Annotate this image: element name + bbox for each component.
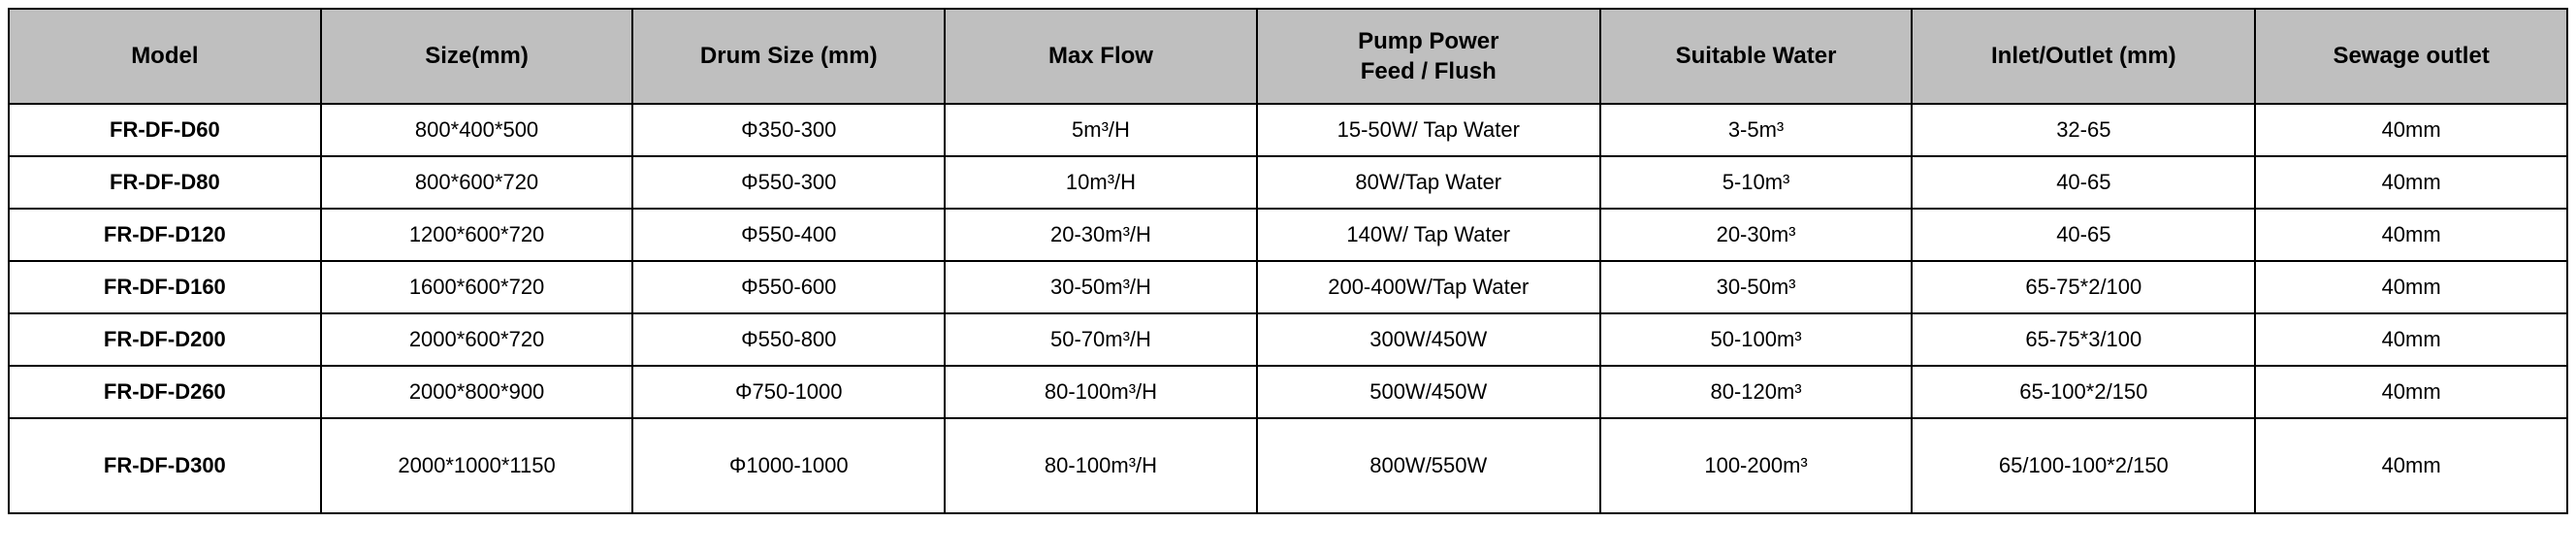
cell-inlet: 65/100-100*2/150 (1912, 418, 2255, 513)
col-flow: Max Flow (945, 9, 1257, 104)
cell-water: 100-200m³ (1600, 418, 1913, 513)
cell-inlet: 65-100*2/150 (1912, 366, 2255, 418)
cell-pump: 15-50W/ Tap Water (1257, 104, 1600, 156)
cell-flow: 5m³/H (945, 104, 1257, 156)
cell-water: 5-10m³ (1600, 156, 1913, 209)
cell-sewage: 40mm (2255, 156, 2567, 209)
cell-size: 1600*600*720 (321, 261, 633, 313)
cell-flow: 20-30m³/H (945, 209, 1257, 261)
cell-drum: Φ550-400 (632, 209, 945, 261)
col-model: Model (9, 9, 321, 104)
cell-water: 20-30m³ (1600, 209, 1913, 261)
cell-pump: 800W/550W (1257, 418, 1600, 513)
cell-size: 1200*600*720 (321, 209, 633, 261)
cell-flow: 30-50m³/H (945, 261, 1257, 313)
cell-sewage: 40mm (2255, 366, 2567, 418)
cell-model: FR-DF-D60 (9, 104, 321, 156)
table-row: FR-DF-D80 800*600*720 Φ550-300 10m³/H 80… (9, 156, 2567, 209)
cell-drum: Φ350-300 (632, 104, 945, 156)
cell-water: 80-120m³ (1600, 366, 1913, 418)
col-sewage: Sewage outlet (2255, 9, 2567, 104)
cell-drum: Φ550-300 (632, 156, 945, 209)
cell-inlet: 40-65 (1912, 156, 2255, 209)
cell-model: FR-DF-D200 (9, 313, 321, 366)
col-size: Size(mm) (321, 9, 633, 104)
cell-flow: 80-100m³/H (945, 366, 1257, 418)
cell-pump: 80W/Tap Water (1257, 156, 1600, 209)
cell-model: FR-DF-D160 (9, 261, 321, 313)
table-row: FR-DF-D300 2000*1000*1150 Φ1000-1000 80-… (9, 418, 2567, 513)
cell-size: 2000*1000*1150 (321, 418, 633, 513)
cell-drum: Φ550-800 (632, 313, 945, 366)
cell-drum: Φ750-1000 (632, 366, 945, 418)
cell-model: FR-DF-D120 (9, 209, 321, 261)
table-row: FR-DF-D120 1200*600*720 Φ550-400 20-30m³… (9, 209, 2567, 261)
table-row: FR-DF-D260 2000*800*900 Φ750-1000 80-100… (9, 366, 2567, 418)
table-row: FR-DF-D60 800*400*500 Φ350-300 5m³/H 15-… (9, 104, 2567, 156)
cell-water: 30-50m³ (1600, 261, 1913, 313)
cell-inlet: 40-65 (1912, 209, 2255, 261)
cell-model: FR-DF-D300 (9, 418, 321, 513)
table-row: FR-DF-D200 2000*600*720 Φ550-800 50-70m³… (9, 313, 2567, 366)
cell-flow: 10m³/H (945, 156, 1257, 209)
cell-inlet: 65-75*2/100 (1912, 261, 2255, 313)
cell-sewage: 40mm (2255, 209, 2567, 261)
col-inlet: Inlet/Outlet (mm) (1912, 9, 2255, 104)
cell-pump: 200-400W/Tap Water (1257, 261, 1600, 313)
table-row: FR-DF-D160 1600*600*720 Φ550-600 30-50m³… (9, 261, 2567, 313)
spec-table: Model Size(mm) Drum Size (mm) Max Flow P… (8, 8, 2568, 514)
cell-inlet: 65-75*3/100 (1912, 313, 2255, 366)
cell-flow: 80-100m³/H (945, 418, 1257, 513)
cell-size: 800*400*500 (321, 104, 633, 156)
col-water: Suitable Water (1600, 9, 1913, 104)
cell-model: FR-DF-D80 (9, 156, 321, 209)
cell-sewage: 40mm (2255, 313, 2567, 366)
cell-inlet: 32-65 (1912, 104, 2255, 156)
cell-size: 2000*800*900 (321, 366, 633, 418)
cell-sewage: 40mm (2255, 418, 2567, 513)
col-pump: Pump PowerFeed / Flush (1257, 9, 1600, 104)
cell-drum: Φ550-600 (632, 261, 945, 313)
cell-drum: Φ1000-1000 (632, 418, 945, 513)
cell-sewage: 40mm (2255, 104, 2567, 156)
cell-flow: 50-70m³/H (945, 313, 1257, 366)
cell-pump: 500W/450W (1257, 366, 1600, 418)
cell-size: 800*600*720 (321, 156, 633, 209)
cell-model: FR-DF-D260 (9, 366, 321, 418)
col-drum: Drum Size (mm) (632, 9, 945, 104)
cell-size: 2000*600*720 (321, 313, 633, 366)
cell-water: 50-100m³ (1600, 313, 1913, 366)
cell-sewage: 40mm (2255, 261, 2567, 313)
cell-water: 3-5m³ (1600, 104, 1913, 156)
cell-pump: 300W/450W (1257, 313, 1600, 366)
header-row: Model Size(mm) Drum Size (mm) Max Flow P… (9, 9, 2567, 104)
cell-pump: 140W/ Tap Water (1257, 209, 1600, 261)
